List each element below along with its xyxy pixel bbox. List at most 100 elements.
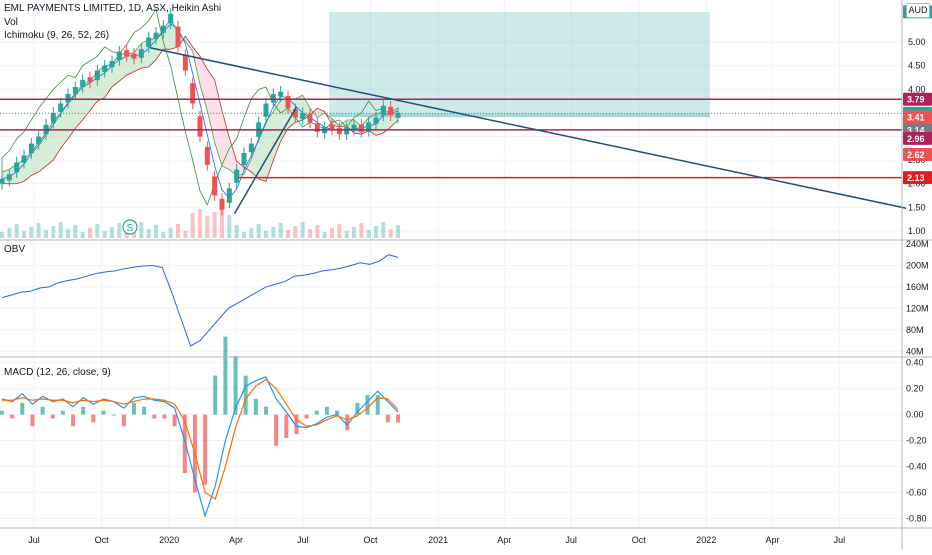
trendline (233, 106, 297, 214)
price-axis-tick: 1.00 (908, 226, 926, 236)
macd-histogram-bar (162, 414, 167, 419)
candle (80, 79, 86, 88)
symbol-title[interactable]: EML PAYMENTS LIMITED, 1D, ASX, Heikin As… (4, 3, 222, 14)
volume-bar (220, 208, 224, 238)
macd-histogram-bar (314, 410, 319, 415)
volume-bar (374, 226, 378, 238)
candle (109, 61, 115, 68)
volume-bar (146, 229, 151, 238)
volume-bar (124, 230, 129, 238)
volume-bar (212, 212, 217, 238)
ichimoku-legend[interactable]: Ichimoku (9, 26, 52, 26) (4, 30, 110, 41)
macd-histogram-bar (91, 414, 96, 423)
price-axis-tick: 4.50 (908, 61, 926, 71)
candle (0, 179, 5, 184)
grid (0, 0, 902, 528)
candle (336, 128, 342, 135)
macd-histogram-bar (355, 402, 360, 415)
trendlines[interactable] (149, 47, 907, 214)
macd-histogram-bar (182, 414, 187, 474)
candle (146, 37, 152, 48)
candle (241, 153, 247, 166)
macd-axis-tick: -0.40 (906, 462, 927, 472)
time-axis-tick: Jul (834, 535, 846, 545)
candle (72, 86, 78, 95)
macd-histogram-bar (40, 406, 45, 415)
macd-histogram-bar (345, 414, 350, 431)
time-axis-tick: Jul (297, 535, 309, 545)
macd-axis-tick: -0.20 (906, 436, 927, 446)
candle (226, 188, 232, 203)
cloud-segment (119, 53, 127, 82)
candle (248, 143, 254, 153)
volume-bar (242, 232, 246, 238)
price-axis-tick: 4.00 (908, 84, 926, 94)
candle (65, 94, 71, 103)
candle (190, 83, 196, 104)
price-label-box (903, 92, 932, 106)
cloud-segment (266, 111, 274, 182)
macd-histogram-bar (304, 414, 309, 419)
volume-bar (352, 227, 356, 238)
cloud-segment (383, 111, 391, 133)
volume-bar (44, 230, 48, 238)
volume-bar (315, 225, 320, 238)
horizontal-levels[interactable] (0, 98, 902, 179)
volume-bar (330, 228, 334, 238)
candle (116, 51, 122, 61)
volume-bar (190, 213, 195, 238)
macd-histogram-bar (264, 406, 268, 415)
volume-bar (7, 228, 12, 238)
volume-bar (396, 225, 400, 238)
volume-bar (29, 227, 34, 238)
macd-axis-tick: -0.80 (906, 514, 927, 524)
macd-histogram-bar (243, 375, 248, 415)
time-axis-tick: Apr (497, 535, 511, 545)
cloud-segment (214, 79, 222, 167)
volume-bar (249, 228, 254, 238)
cloud-segment (207, 69, 215, 143)
volume-bar (286, 230, 290, 238)
macd-histogram-bar (213, 375, 218, 415)
volume-bar (36, 223, 41, 238)
time-axis[interactable]: Jul Oct 2020 Apr Jul Oct 2021 Apr Jul Oct 2022 Apr J… (28, 535, 845, 545)
time-axis-tick: 2021 (428, 535, 448, 545)
obv-legend[interactable]: OBV (4, 244, 26, 255)
candle (182, 54, 188, 71)
trendline (149, 47, 907, 209)
candle (314, 123, 320, 132)
volume-bar (278, 223, 283, 238)
dividend-marker[interactable]: S (122, 219, 138, 235)
macd-histogram-bar (132, 402, 136, 415)
volume-bar (95, 224, 100, 238)
volume-bar (300, 222, 305, 238)
macd-histogram-bar (274, 414, 279, 446)
vol-legend[interactable]: Vol (4, 17, 18, 28)
macd-histogram-bar (223, 336, 228, 415)
volume-bar (51, 226, 56, 238)
price-axis[interactable]: 5.004.504.003.503.002.502.001.501.005.64… (903, 5, 932, 524)
macd-histogram-bar (152, 414, 157, 419)
candle (263, 103, 269, 117)
volume-bar (139, 222, 144, 238)
volume-bar (168, 228, 173, 238)
macd-legend[interactable]: MACD (12, 26, close, 9) (4, 367, 111, 378)
macd-histogram-bar (142, 406, 147, 415)
macd-histogram-bar (396, 414, 400, 423)
volume-bar (234, 225, 239, 238)
cloud-segment (82, 81, 90, 120)
volume-bar (117, 223, 122, 238)
price-label: 3.14 (907, 125, 925, 135)
macd-histogram-bar (30, 414, 35, 427)
price-axis-tick: 5.00 (908, 37, 926, 47)
time-axis-tick: 2020 (159, 535, 179, 545)
macd-line (1, 376, 399, 518)
position-zones[interactable] (329, 11, 710, 118)
candle (58, 103, 64, 112)
obv-axis-tick: 200M (906, 260, 929, 270)
macd-histogram-bar (10, 414, 15, 419)
currency-button[interactable]: AUD (906, 3, 930, 18)
volume-bar (161, 232, 166, 238)
candle (366, 122, 372, 131)
cloud-segment (75, 84, 83, 129)
